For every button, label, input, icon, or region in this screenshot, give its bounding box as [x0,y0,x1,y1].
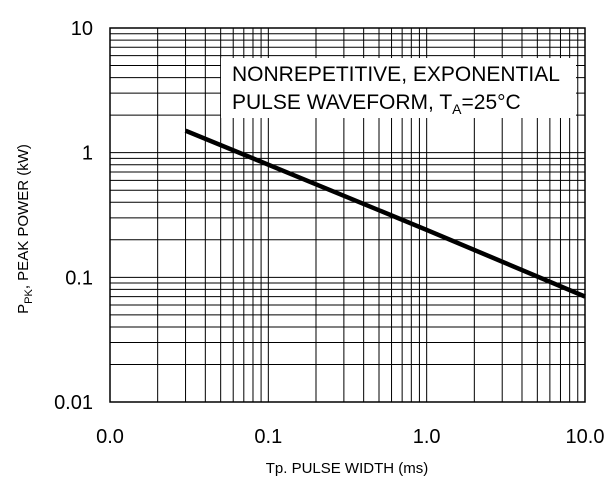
annotation-box [221,58,576,118]
x-axis-label: Tp. PULSE WIDTH (ms) [266,460,429,477]
series-line-peak-power [184,128,586,299]
x-tick-label: 10.0 [566,426,605,448]
annotation-line-2: PULSE WAVEFORM, TA=25°C [232,91,521,117]
plot-frame [109,27,586,403]
annotation-line-1: NONREPETITIVE, EXPONENTIAL [232,63,560,86]
y-tick-label: 1 [82,143,93,165]
y-tick-label: 10 [71,18,93,40]
y-axis-label-rest: , PEAK POWER (kW) [15,144,32,289]
annotation-line-2-main: PULSE WAVEFORM, T [232,91,452,114]
y-axis-label-main: P [15,304,32,314]
y-axis-label: PPK, PEAK POWER (kW) [15,144,35,314]
x-tick-labels: 0.0 0.1 1.0 10.0 [96,426,604,448]
x-tick-label: 1.0 [413,426,441,448]
annotation-line-2-subscript: A [452,101,462,117]
y-tick-label: 0.01 [54,392,93,414]
y-tick-label: 0.1 [65,267,93,289]
y-axis-label-subscript: PK [23,289,35,304]
x-tick-label: 0.0 [96,426,124,448]
y-tick-labels: 0.01 0.1 1 10 [54,18,93,414]
annotation-line-2-tail: =25°C [462,91,521,114]
x-tick-label: 0.1 [254,426,282,448]
